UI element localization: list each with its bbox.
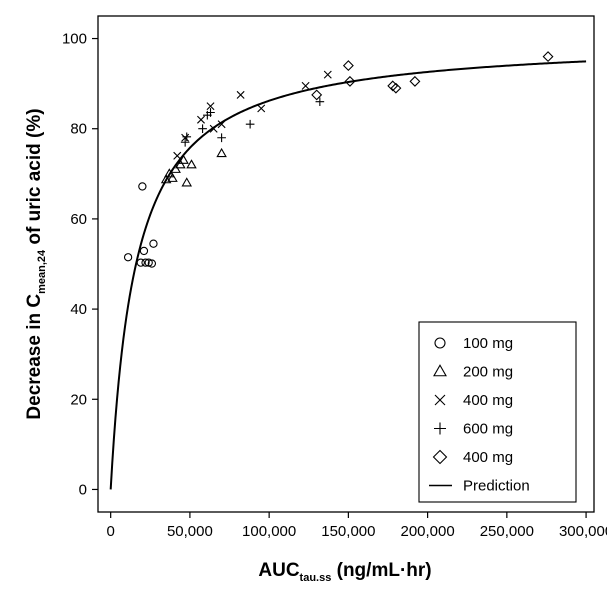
x-tick-label: 50,000: [167, 523, 213, 540]
y-tick-label: 100: [62, 31, 87, 48]
data-point-plus: [217, 133, 226, 143]
legend-box: [418, 321, 577, 503]
data-point-x: [257, 104, 266, 113]
data-point-diamond: [311, 89, 323, 101]
legend-marker-x: [434, 394, 446, 406]
x-tick-label: 250,000: [480, 523, 534, 540]
legend-label: 200 mg: [463, 364, 513, 381]
data-point-x: [206, 102, 215, 111]
x-tick-label: 150,000: [321, 523, 375, 540]
legend: 100 mg 200 mg 400 mg 600 mg 400 mg Prediction: [418, 321, 577, 503]
data-point-diamond: [387, 80, 399, 92]
legend-marker-circle: [434, 337, 446, 349]
data-point-triangle: [186, 159, 197, 169]
data-point-plus: [180, 137, 190, 147]
y-tick-label: 0: [79, 481, 87, 498]
x-tick-label: 200,000: [400, 523, 454, 540]
data-point-x: [181, 133, 190, 142]
x-axis-title-rest: (ng/mL·hr): [331, 560, 431, 581]
data-point-plus: [245, 119, 255, 129]
data-point-plus: [206, 108, 215, 117]
x-tick-label: 0: [107, 523, 115, 540]
data-point-circle: [139, 246, 149, 256]
data-point-diamond: [409, 75, 421, 87]
data-point-triangle: [216, 147, 227, 158]
y-tick-label: 80: [70, 121, 87, 138]
data-point-plus: [182, 132, 192, 142]
data-point-diamond: [342, 60, 354, 72]
data-point-diamond: [390, 82, 402, 94]
data-point-x: [197, 115, 205, 124]
data-point-triangle: [167, 172, 178, 182]
data-point-circle: [141, 258, 150, 267]
data-point-triangle: [178, 154, 189, 164]
data-point-circle: [144, 258, 153, 267]
legend-label: 600 mg: [463, 421, 513, 438]
y-axis-ticks: 0 20 40 60 80 100: [62, 31, 98, 498]
legend-marker-diamond: [432, 449, 448, 465]
data-point-circle: [149, 239, 158, 248]
x-axis-title-main: AUC: [258, 560, 299, 581]
data-point-circle: [138, 182, 147, 191]
data-point-circle: [147, 259, 157, 268]
data-point-plus: [315, 97, 325, 106]
legend-label: 100 mg: [463, 335, 513, 352]
legend-marker-triangle: [433, 364, 447, 377]
legend-label: 400 mg: [463, 449, 513, 466]
prediction-curve: [109, 60, 587, 490]
x-axis-title: AUCtau.ss (ng/mL·hr): [258, 560, 431, 584]
data-point-triangle: [181, 177, 193, 187]
y-axis-title-post: of uric acid (%): [24, 108, 45, 249]
x-axis-title-sub: tau.ss: [300, 572, 332, 584]
y-tick-label: 20: [70, 391, 87, 408]
y-axis-title-sub: mean,24: [36, 249, 48, 294]
data-point-circle: [123, 253, 133, 262]
legend-label: Prediction: [463, 478, 530, 495]
x-axis-ticks: 0 50,000 100,000 150,000 200,000 250,000 300,0…: [107, 512, 607, 540]
y-tick-label: 60: [70, 211, 87, 228]
x-tick-label: 100,000: [242, 523, 296, 540]
y-axis-title-pre: Decrease in C: [24, 294, 45, 420]
x-tick-label: 300,000: [559, 523, 607, 540]
data-point-diamond: [542, 51, 554, 63]
data-point-triangle: [175, 159, 186, 169]
data-point-x: [236, 90, 245, 99]
y-tick-label: 40: [70, 301, 87, 318]
data-point-triangle: [160, 174, 172, 184]
legend-label: 400 mg: [463, 392, 513, 409]
data-point-diamond: [344, 75, 356, 87]
plot-frame: [97, 15, 595, 513]
legend-marker-plus: [434, 422, 446, 435]
data-point-plus: [198, 124, 207, 134]
data-point-x: [323, 70, 332, 79]
data-point-x: [301, 81, 310, 90]
y-axis-title: Decrease in Cmean,24 of uric acid (%): [24, 108, 48, 419]
